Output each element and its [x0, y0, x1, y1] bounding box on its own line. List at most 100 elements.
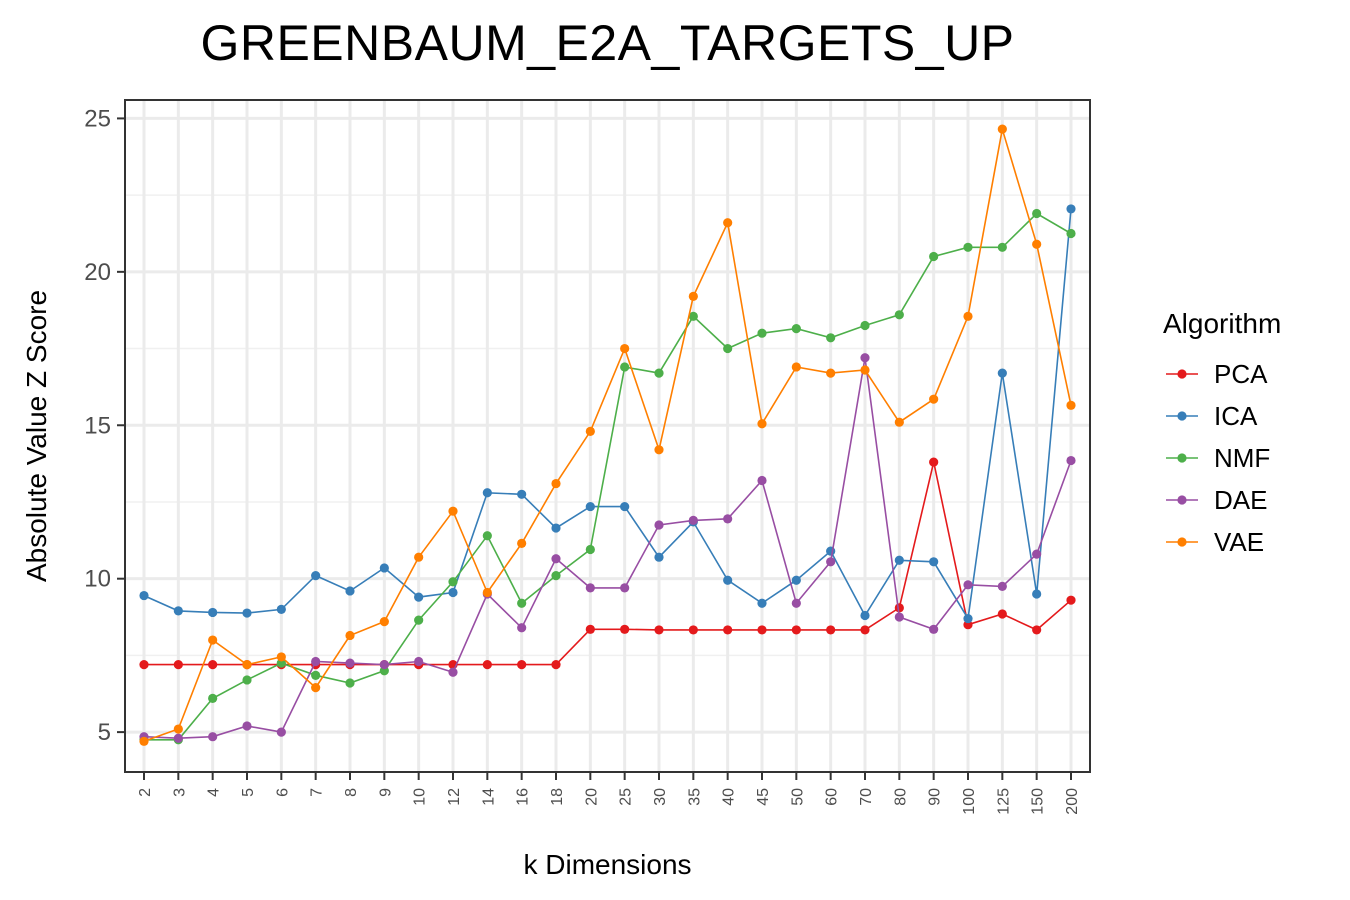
legend-key-point [1177, 453, 1187, 463]
legend-key-point [1177, 495, 1187, 505]
series-line-dae [143, 357, 1072, 740]
data-point-vae [860, 365, 870, 375]
data-point-ica [654, 552, 664, 562]
data-point-dae [379, 660, 389, 670]
data-point-ica [757, 598, 767, 608]
data-point-pca [517, 660, 527, 670]
data-point-nmf [654, 368, 664, 378]
legend-label-ica: ICA [1214, 401, 1258, 431]
data-point-vae [139, 736, 149, 746]
data-point-dae [963, 580, 973, 590]
x-tick-label: 35 [686, 788, 703, 806]
data-point-nmf [791, 324, 801, 334]
grid-layer [125, 100, 1090, 772]
data-point-vae [620, 343, 630, 354]
data-point-vae [517, 538, 527, 548]
y-tick-label: 15 [84, 412, 111, 439]
data-point-dae [517, 623, 527, 633]
data-point-pca [791, 625, 801, 635]
data-point-pca [894, 603, 904, 613]
data-point-vae [311, 683, 321, 693]
data-point-nmf [345, 678, 355, 688]
x-tick-label: 50 [789, 788, 806, 806]
data-point-nmf [894, 310, 904, 320]
x-tick-label: 30 [652, 788, 669, 806]
data-point-dae [1032, 549, 1042, 559]
x-tick-label: 14 [480, 788, 497, 806]
legend-key-point [1177, 537, 1187, 547]
data-point-dae [620, 583, 630, 593]
legend-label-vae: VAE [1214, 527, 1264, 557]
series-line-vae [143, 128, 1072, 743]
x-tick-label: 3 [171, 788, 188, 797]
data-point-nmf [242, 675, 252, 685]
data-point-pca [997, 609, 1007, 619]
x-tick-label: 2 [137, 788, 154, 797]
data-point-nmf [585, 544, 595, 555]
legend-title: Algorithm [1163, 308, 1281, 339]
data-point-vae [551, 478, 561, 489]
data-point-pca [654, 625, 664, 635]
data-point-dae [929, 624, 939, 634]
data-point-pca [826, 625, 836, 635]
data-point-dae [585, 583, 595, 593]
data-point-dae [345, 658, 355, 668]
data-point-nmf [620, 362, 630, 372]
series-layer [139, 124, 1076, 746]
data-point-ica [414, 592, 424, 602]
legend-key-point [1177, 411, 1187, 421]
data-point-nmf [997, 242, 1007, 252]
data-point-ica [1032, 589, 1042, 599]
data-point-vae [208, 635, 218, 645]
data-point-pca [173, 660, 183, 670]
data-point-pca [620, 624, 630, 634]
x-tick-label: 20 [583, 788, 600, 806]
data-point-ica [723, 575, 733, 585]
x-tick-label: 200 [1064, 788, 1081, 815]
x-tick-label: 10 [412, 788, 429, 806]
data-point-ica [448, 587, 458, 598]
data-point-dae [860, 353, 870, 363]
x-tick-label: 9 [377, 788, 394, 797]
data-point-vae [997, 124, 1007, 134]
data-point-ica [963, 613, 973, 624]
y-tick-label: 10 [84, 566, 111, 593]
series-line-ica [143, 208, 1072, 621]
x-tick-label: 40 [721, 788, 738, 806]
data-point-dae [757, 475, 767, 486]
x-tick-label: 4 [206, 788, 223, 797]
data-point-ica [208, 607, 218, 618]
data-point-dae [173, 733, 183, 743]
y-tick-label: 20 [84, 259, 111, 286]
data-point-ica [929, 557, 939, 567]
data-point-ica [791, 575, 801, 585]
x-tick-label: 6 [274, 788, 291, 797]
data-point-pca [929, 457, 939, 467]
x-tick-label: 125 [995, 788, 1012, 815]
y-tick-label: 5 [98, 719, 111, 746]
data-point-nmf [723, 343, 733, 354]
data-point-ica [620, 501, 630, 512]
x-tick-label: 12 [446, 788, 463, 806]
data-point-vae [414, 552, 424, 562]
data-point-nmf [929, 251, 939, 262]
series-line-nmf [144, 212, 1072, 741]
x-tick-label: 70 [858, 788, 875, 806]
data-point-vae [482, 587, 492, 598]
data-point-pca [482, 660, 492, 670]
data-point-dae [448, 667, 458, 677]
data-point-ica [311, 571, 321, 581]
data-point-vae [929, 394, 939, 404]
data-point-vae [345, 630, 355, 641]
data-point-pca [1066, 595, 1076, 605]
data-point-nmf [551, 571, 561, 581]
data-point-nmf [482, 531, 492, 541]
legend-label-dae: DAE [1214, 485, 1267, 515]
data-point-ica [585, 501, 595, 512]
legend-label-pca: PCA [1214, 359, 1268, 389]
data-point-pca [585, 624, 595, 634]
data-point-nmf [1066, 228, 1076, 239]
data-point-vae [791, 362, 801, 372]
